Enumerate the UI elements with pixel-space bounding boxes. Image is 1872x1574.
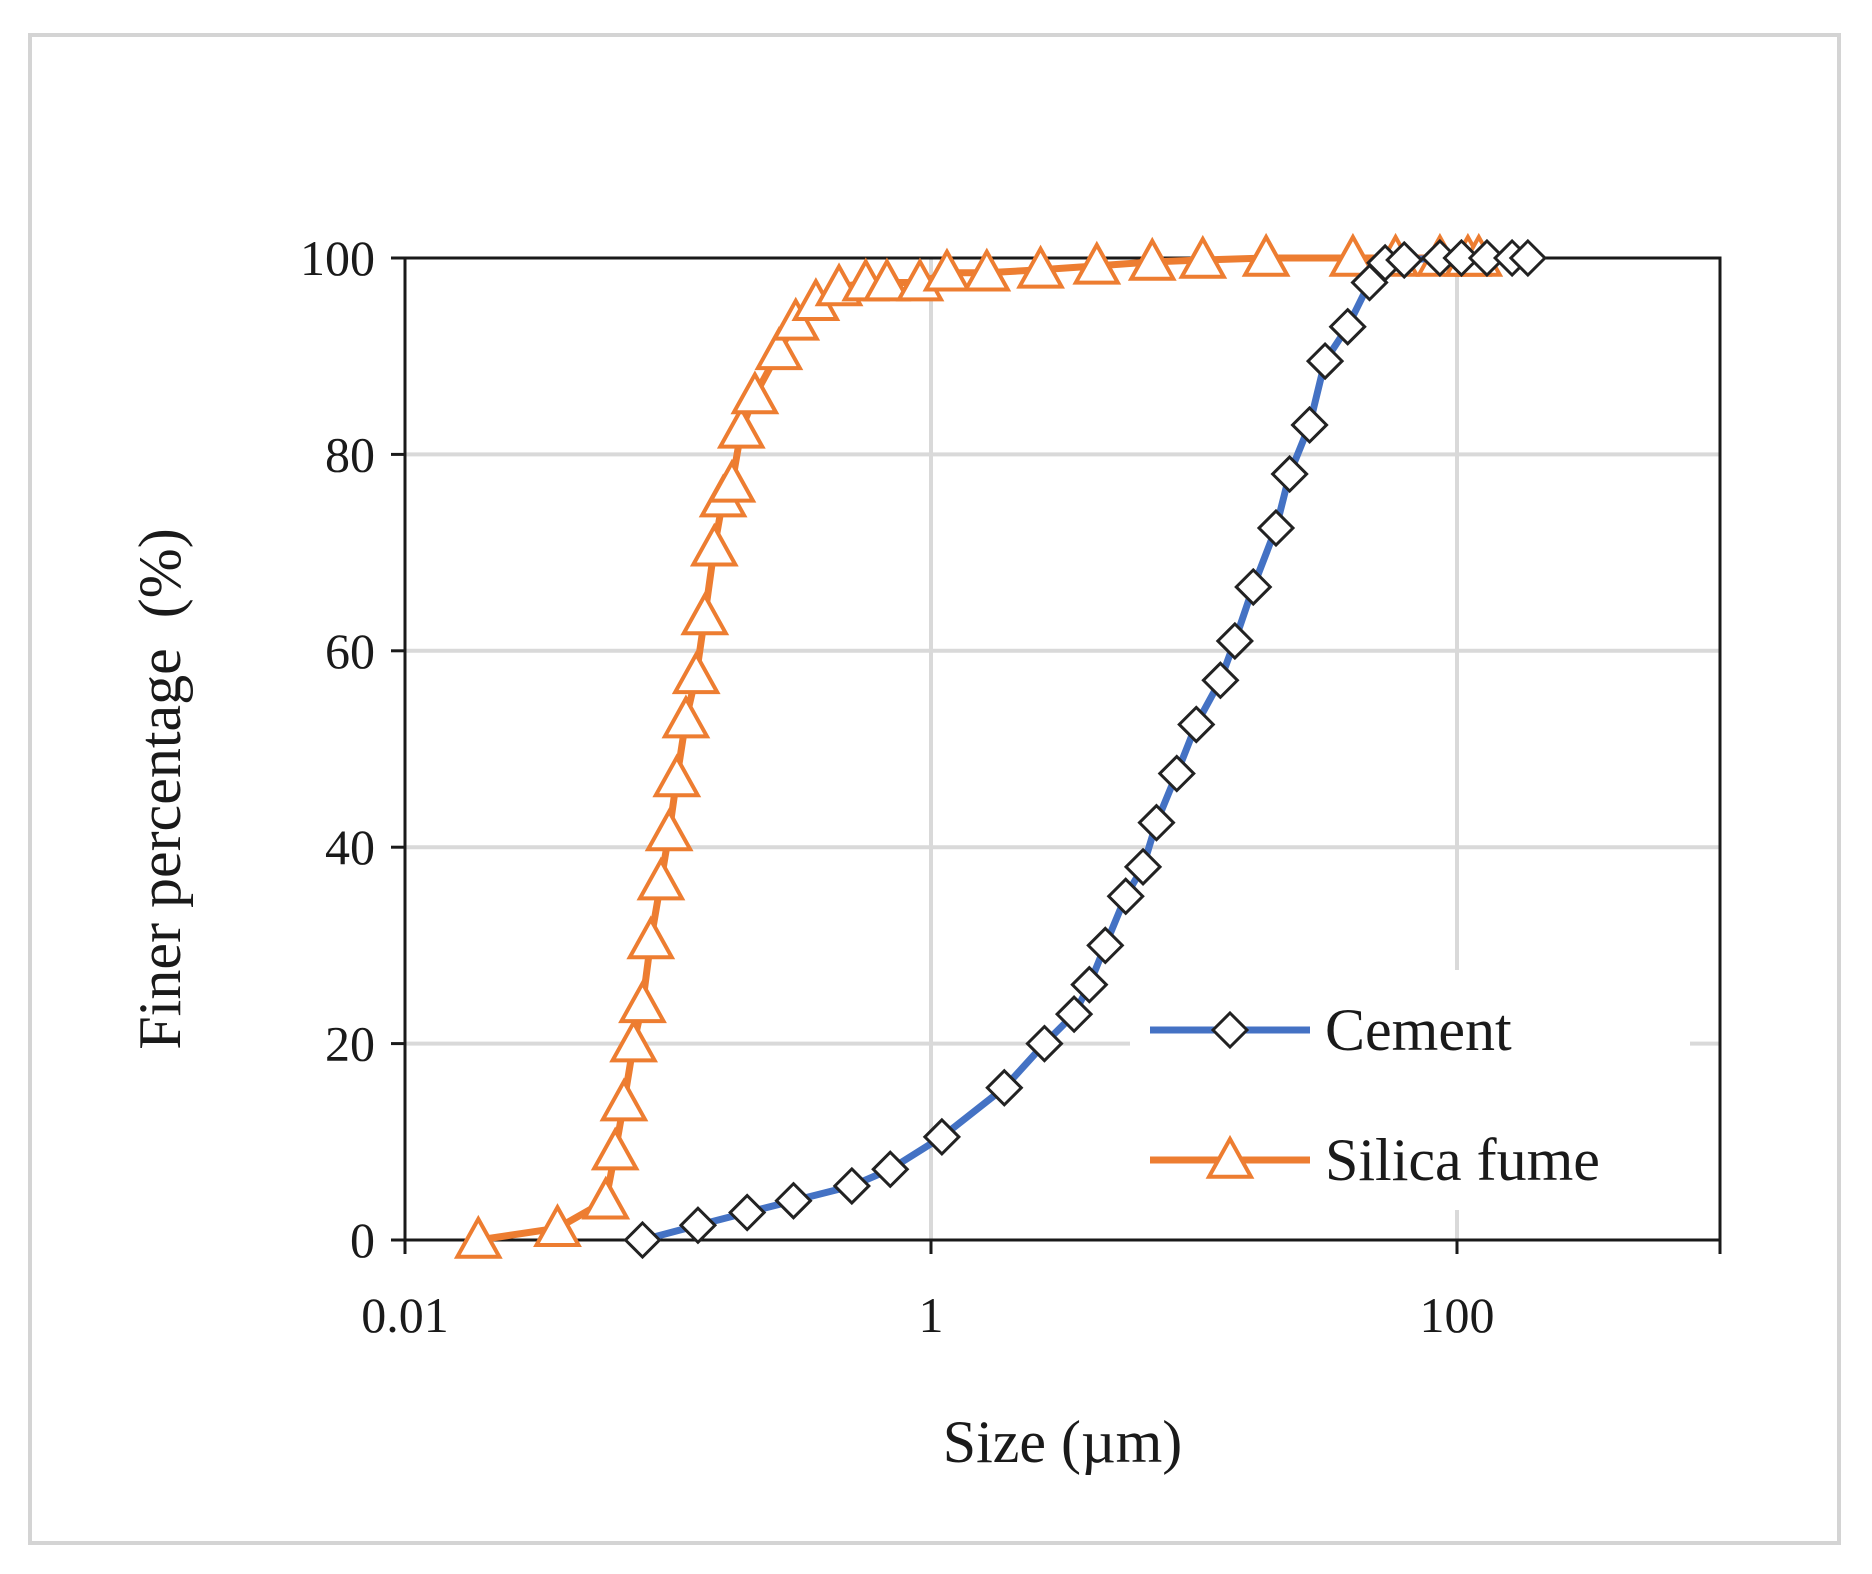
x-tick-label: 0.01: [361, 1287, 449, 1343]
data-point-triangle: [1241, 232, 1291, 277]
data-point-triangle: [618, 979, 667, 1024]
data-point-triangle: [1328, 232, 1378, 277]
data-point-diamond: [1215, 621, 1254, 661]
series-cement: [623, 238, 1548, 1260]
x-tick-label: 100: [1420, 1287, 1495, 1343]
data-point-diamond: [1467, 238, 1507, 278]
data-point-diamond: [623, 1220, 662, 1260]
data-point-diamond: [1305, 341, 1345, 381]
data-point-diamond: [774, 1181, 813, 1220]
data-point-triangle: [609, 1018, 659, 1063]
data-point-diamond: [1177, 705, 1216, 744]
data-point-diamond: [1201, 661, 1240, 700]
data-point-triangle: [581, 1175, 631, 1220]
data-point-triangle: [453, 1214, 503, 1259]
data-point-triangle: [590, 1126, 640, 1171]
data-point-diamond: [728, 1193, 767, 1232]
data-point-diamond: [1123, 847, 1163, 886]
legend: Cement Silica fume: [1130, 970, 1690, 1210]
data-point-diamond: [871, 1150, 910, 1189]
y-tick-label: 80: [325, 426, 375, 482]
data-point-diamond: [1054, 995, 1094, 1034]
y-tick-label: 60: [325, 623, 375, 679]
data-point-diamond: [1256, 508, 1296, 548]
data-point-diamond: [1385, 240, 1424, 280]
data-point-triangle: [716, 404, 766, 449]
data-point-triangle: [754, 326, 804, 371]
y-tick-label: 40: [325, 819, 375, 875]
data-point-triangle: [671, 650, 721, 695]
data-point-triangle: [661, 694, 711, 739]
legend-label: Cement: [1325, 997, 1512, 1063]
data-point-triangle: [1072, 240, 1122, 285]
data-point-triangle: [1016, 244, 1065, 289]
plot-area-border: [403, 256, 1722, 1242]
data-point-diamond: [1508, 238, 1548, 278]
data-point-triangle: [636, 856, 686, 901]
data-point-triangle: [689, 522, 739, 567]
data-point-triangle: [1178, 234, 1228, 279]
data-point-triangle: [652, 753, 702, 798]
data-series: [453, 232, 1548, 1260]
data-point-triangle: [962, 247, 1012, 292]
data-point-triangle: [533, 1203, 582, 1248]
data-point-diamond: [1025, 1024, 1064, 1063]
y-tick-label: 0: [350, 1212, 375, 1268]
data-point-diamond: [1086, 926, 1125, 965]
data-point-diamond: [922, 1117, 962, 1157]
y-tick-label: 20: [325, 1016, 375, 1072]
data-point-triangle: [599, 1077, 649, 1122]
data-point-triangle: [680, 591, 730, 636]
data-point-diamond: [1070, 965, 1109, 1004]
data-point-diamond: [832, 1166, 871, 1206]
data-point-diamond: [1137, 803, 1176, 842]
data-point-triangle: [862, 257, 912, 302]
data-point-diamond: [1442, 238, 1481, 278]
data-point-triangle: [922, 247, 972, 292]
axes: 0 20 40 60 80 100 0.01 1 100: [300, 230, 1722, 1343]
data-point-diamond: [1328, 307, 1367, 346]
y-axis-title: Finer percentage (%): [127, 528, 193, 1049]
data-point-diamond: [985, 1068, 1024, 1107]
legend-marker: [1205, 1134, 1255, 1179]
data-point-triangle: [626, 915, 676, 960]
x-axis-title: Size (µm): [943, 1409, 1183, 1475]
x-tick-label: 1: [919, 1287, 944, 1343]
data-point-diamond: [1106, 877, 1145, 916]
data-point-triangle: [707, 458, 757, 503]
data-point-triangle: [730, 370, 780, 415]
data-point-triangle: [1127, 236, 1177, 281]
data-point-triangle: [644, 807, 694, 852]
y-tick-label: 100: [300, 230, 375, 286]
data-point-diamond: [678, 1206, 718, 1245]
data-point-diamond: [1270, 454, 1309, 494]
data-point-diamond: [1234, 567, 1273, 607]
legend-label: Silica fume: [1325, 1127, 1600, 1193]
data-point-diamond: [1290, 405, 1329, 445]
data-point-diamond: [1157, 754, 1196, 793]
legend-marker: [1210, 1010, 1250, 1050]
